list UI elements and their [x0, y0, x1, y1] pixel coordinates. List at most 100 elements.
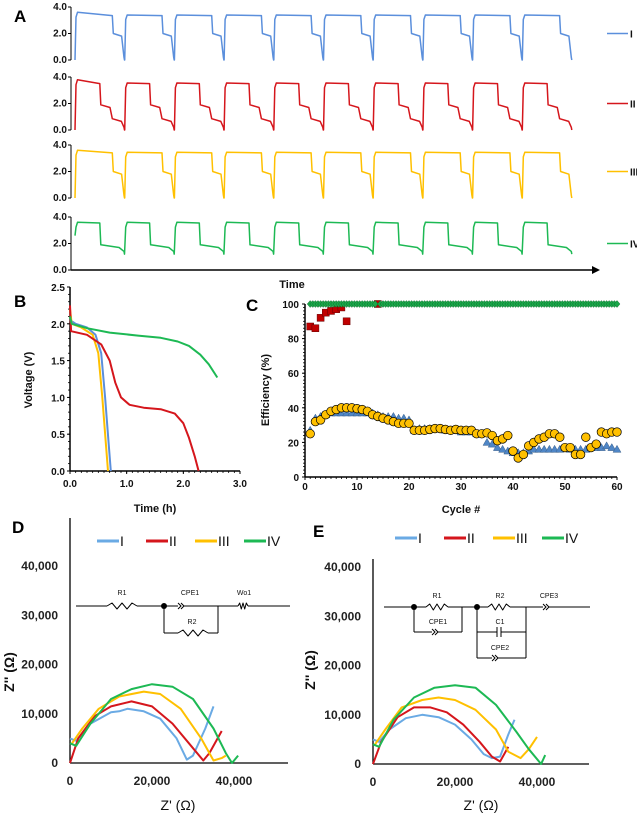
y-tick-label: 4.0	[53, 140, 67, 151]
y-tick-label: 20,000	[21, 658, 58, 672]
panel-b-discharge-curves: 0.0 1.0 2.0 3.0 0.0 0.5 1.0 1.5 2.0 2.5	[51, 283, 247, 490]
circuit-diagram-e: R1 CPE1 R2 C1 CPE2 CPE3	[384, 593, 590, 662]
trace-I	[74, 11, 573, 61]
y-tick-label: 40,000	[21, 559, 58, 573]
panel-c-ylabel: Efficiency (%)	[260, 354, 272, 426]
nyquist-curve-II	[69, 700, 223, 764]
label-r1: R1	[433, 593, 442, 600]
x-tick-label: 1.0	[120, 479, 134, 490]
y-tick-label: 0	[51, 756, 58, 770]
y-tick-label: 4.0	[53, 212, 67, 223]
circle-marker	[575, 449, 586, 460]
legend-label-IV: IV	[565, 530, 579, 546]
x-tick-label: 0	[67, 774, 74, 788]
circle-marker	[305, 429, 315, 439]
x-tick-label: 10	[351, 482, 363, 493]
circle-marker	[581, 432, 591, 442]
y-tick-label: 2.0	[53, 239, 67, 250]
panel-label-b: B	[14, 292, 26, 311]
y-tick-label: 2.0	[53, 29, 67, 40]
circle-marker	[503, 430, 513, 441]
circle-marker	[565, 442, 575, 453]
legend-label-I: I	[630, 30, 633, 41]
x-tick-label: 60	[611, 482, 623, 493]
y-tick-label: 0.0	[53, 125, 67, 136]
label-cpe1: CPE1	[429, 619, 447, 626]
circle-marker	[555, 432, 565, 442]
x-tick-label: 50	[559, 482, 571, 493]
trace-III	[74, 149, 573, 199]
y-tick-label: 2.0	[53, 167, 67, 178]
y-tick-label: 0.0	[53, 193, 67, 204]
panel-label-e: E	[313, 522, 324, 541]
circle-marker	[612, 427, 622, 437]
y-tick-label: 4.0	[53, 72, 67, 83]
y-tick-label: 20	[288, 438, 300, 449]
x-tick-label: 20,000	[437, 775, 474, 789]
y-tick-label: 2.5	[51, 283, 65, 294]
y-tick-label: 4.0	[53, 2, 67, 13]
y-tick-label: 20,000	[324, 659, 361, 673]
legend-label-I: I	[418, 530, 422, 546]
resistor-r2	[177, 629, 209, 637]
y-tick-label: 1.0	[51, 393, 65, 404]
y-tick-label: 0.0	[51, 467, 65, 478]
y-tick-label: 0	[293, 473, 299, 484]
x-tick-label: 0	[302, 482, 308, 493]
y-tick-label: 1.5	[51, 357, 65, 368]
legend-label-III: III	[218, 533, 230, 549]
circle-marker	[518, 449, 529, 460]
resistor-r1	[425, 603, 449, 611]
cpe1	[177, 602, 185, 610]
legend-label-III: III	[630, 168, 637, 179]
y-tick-label: 2.0	[51, 320, 65, 331]
y-tick-label: 30,000	[21, 608, 58, 622]
panel-d-xlabel: Z' (Ω)	[161, 797, 196, 813]
panel-label-c: C	[246, 296, 258, 315]
diamond-marker	[613, 300, 621, 308]
legend-label-IV: IV	[267, 533, 281, 549]
panel-e-ylabel: Z'' (Ω)	[302, 650, 318, 690]
square-marker	[311, 324, 320, 332]
nyquist-curve-I	[69, 706, 215, 761]
panel-label-a: A	[14, 7, 26, 26]
y-tick-label: 10,000	[21, 707, 58, 721]
x-tick-label: 40,000	[216, 774, 253, 788]
panel-d-ylabel: Z'' (Ω)	[1, 652, 17, 692]
x-tick-label: 3.0	[233, 479, 247, 490]
circuit-diagram-d: R1 CPE1 R2 Wo1	[76, 590, 290, 637]
panel-c-efficiency: 0 10 20 30 40 50 60 0 20 40 60 80 100	[282, 300, 623, 493]
square-marker	[342, 317, 351, 326]
label-cpe3: CPE3	[540, 593, 558, 600]
panel-c-xlabel: Cycle #	[442, 504, 481, 516]
y-tick-label: 0.5	[51, 430, 65, 441]
cpe1	[431, 628, 439, 636]
y-tick-label: 80	[288, 335, 300, 346]
panel-b-ylabel: Voltage (V)	[23, 351, 35, 408]
y-tick-label: 0.0	[53, 265, 67, 276]
resistor-r2	[487, 603, 511, 611]
discharge-curve	[69, 308, 109, 472]
label-cpe2: CPE2	[491, 645, 509, 652]
x-tick-label: 20,000	[134, 774, 171, 788]
y-tick-label: 2.0	[53, 99, 67, 110]
triangle-marker	[482, 437, 492, 446]
x-tick-label: 2.0	[176, 479, 190, 490]
x-tick-label: 0.0	[63, 479, 77, 490]
discharge-curve	[69, 319, 112, 472]
label-r1: R1	[118, 590, 127, 597]
x-tick-label: 40,000	[519, 775, 556, 789]
cpe3	[542, 603, 550, 611]
label-c1: C1	[496, 619, 505, 626]
nyquist-curve-III	[374, 696, 538, 760]
legend-label-II: II	[169, 533, 177, 549]
legend-label-I: I	[120, 533, 124, 549]
warburg-wo1	[237, 602, 249, 610]
nyquist-curve-II	[372, 706, 510, 765]
circle-marker	[591, 439, 601, 449]
label-r2: R2	[188, 619, 197, 626]
cpe2	[491, 654, 499, 662]
